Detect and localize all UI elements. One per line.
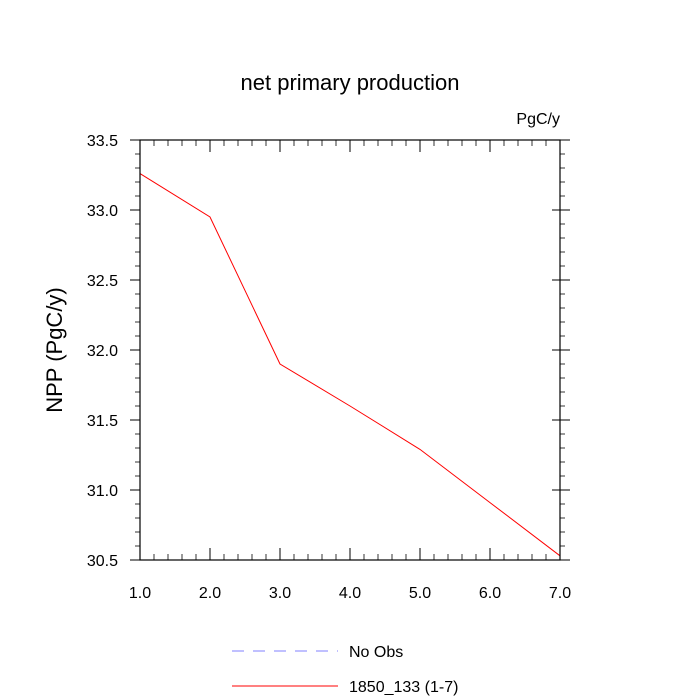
series-line [139, 173, 561, 557]
x-tick-label: 1.0 [129, 585, 151, 602]
y-tick-label: 31.0 [87, 483, 118, 500]
y-tick-label: 30.5 [87, 553, 118, 570]
y-tick-label: 33.0 [87, 203, 118, 220]
plot-frame [139, 139, 561, 561]
y-tick-label: 31.5 [87, 413, 118, 430]
legend-label-1850-133: 1850_133 (1-7) [349, 679, 458, 696]
x-tick-label: 4.0 [339, 585, 361, 602]
chart-title: net primary production [241, 70, 460, 95]
x-tick-label: 5.0 [409, 585, 431, 602]
y-tick-label: 33.5 [87, 133, 118, 150]
minor-ticks [135, 140, 565, 560]
y-tick-label: 32.5 [87, 273, 118, 290]
legend-label-no-obs: No Obs [349, 644, 403, 661]
units-label: PgC/y [516, 111, 560, 128]
x-tick-label: 7.0 [549, 585, 571, 602]
series-layer [139, 173, 561, 557]
x-tick-label: 2.0 [199, 585, 221, 602]
major-ticks [130, 139, 570, 561]
y-tick-label: 32.0 [87, 343, 118, 360]
x-tick-labels: 1.0 2.0 3.0 4.0 5.0 6.0 7.0 [129, 585, 571, 602]
y-axis-label: NPP (PgC/y) [42, 287, 67, 413]
x-tick-label: 6.0 [479, 585, 501, 602]
legend: No Obs 1850_133 (1-7) [232, 644, 458, 696]
y-tick-labels: 30.5 31.0 31.5 32.0 32.5 33.0 33.5 [87, 133, 118, 570]
x-tick-label: 3.0 [269, 585, 291, 602]
